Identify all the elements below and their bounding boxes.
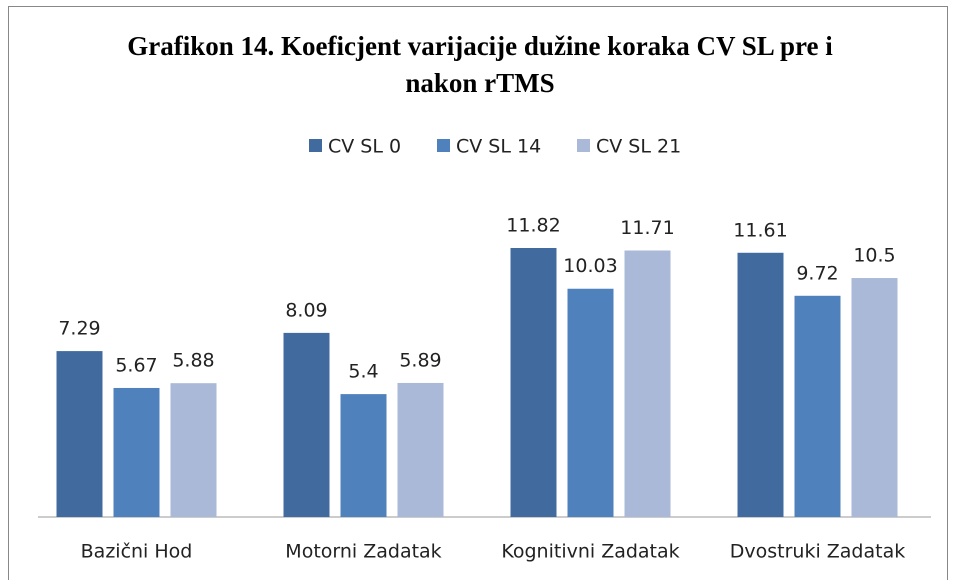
- data-label: 11.61: [733, 219, 787, 241]
- chart-frame: [8, 6, 948, 580]
- data-label: 5.4: [348, 361, 378, 383]
- data-label: 11.82: [506, 215, 560, 237]
- data-label: 5.88: [172, 350, 214, 372]
- bar: [113, 387, 160, 517]
- x-tick-label: Motorni Zadatak: [285, 541, 441, 563]
- x-tick-label: Kognitivni Zadatak: [501, 541, 679, 563]
- legend-label: CV SL 21: [596, 136, 681, 158]
- data-label: 10.03: [563, 255, 617, 277]
- data-label: 10.5: [853, 245, 895, 267]
- bar: [170, 383, 217, 517]
- bar: [56, 351, 103, 517]
- data-label: 5.89: [399, 349, 441, 371]
- bar: [397, 382, 444, 517]
- data-label: 5.67: [115, 354, 157, 376]
- data-label: 11.71: [620, 217, 674, 239]
- bar: [737, 252, 784, 518]
- bar: [510, 248, 557, 517]
- chart-title: Grafikon 14. Koeficjent varijacije dužin…: [127, 31, 833, 98]
- data-label: 9.72: [796, 262, 838, 284]
- legend-label: CV SL 14: [456, 136, 541, 158]
- bar: [567, 288, 614, 517]
- x-tick-label: Bazični Hod: [81, 541, 193, 563]
- data-label: 7.29: [58, 318, 100, 340]
- x-tick-label: Dvostruki Zadatak: [730, 541, 905, 563]
- bar: [283, 332, 330, 517]
- legend-label: CV SL 0: [328, 136, 401, 158]
- legend-swatch: [577, 139, 590, 152]
- bar: [794, 295, 841, 517]
- legend-swatch: [437, 139, 450, 152]
- bar: [624, 250, 671, 517]
- data-label: 8.09: [285, 299, 327, 321]
- bar: [851, 278, 898, 517]
- bar: [340, 394, 387, 517]
- legend-swatch: [309, 139, 322, 152]
